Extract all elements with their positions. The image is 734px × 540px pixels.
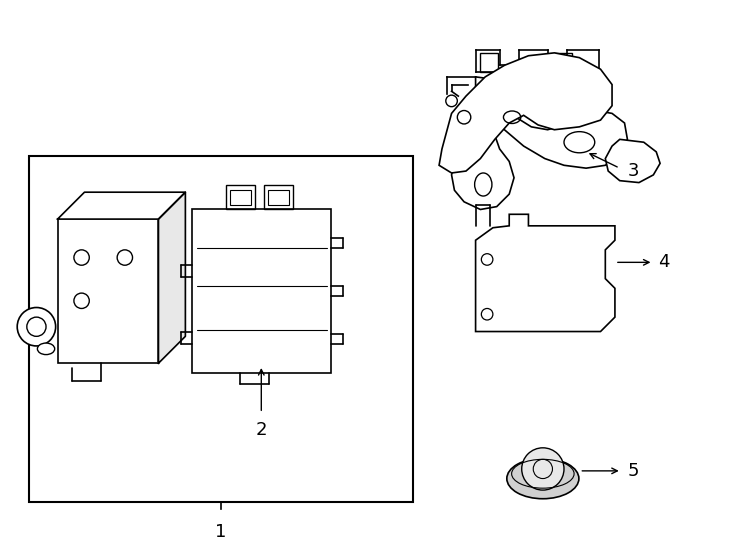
Text: 2: 2 [255,421,267,439]
Bar [57,219,159,363]
Bar [554,53,572,72]
Polygon shape [439,53,612,173]
Bar [500,261,533,279]
Text: 1: 1 [215,523,227,540]
Polygon shape [451,116,514,210]
Ellipse shape [37,343,55,355]
Polygon shape [57,192,186,219]
Bar [29,156,413,502]
Bar [226,185,255,210]
Bar [557,255,591,307]
Ellipse shape [506,458,579,499]
Bar [264,185,293,210]
Bar [230,190,251,205]
Bar [192,210,332,373]
Circle shape [17,307,56,346]
Polygon shape [476,77,628,168]
Text: 5: 5 [628,462,639,480]
Text: 3: 3 [628,162,639,180]
Bar [480,53,498,72]
Bar [268,190,289,205]
Polygon shape [606,139,660,183]
Circle shape [522,448,564,490]
Polygon shape [476,214,615,332]
Polygon shape [159,192,186,363]
Text: 4: 4 [658,253,669,271]
Bar [500,290,533,307]
